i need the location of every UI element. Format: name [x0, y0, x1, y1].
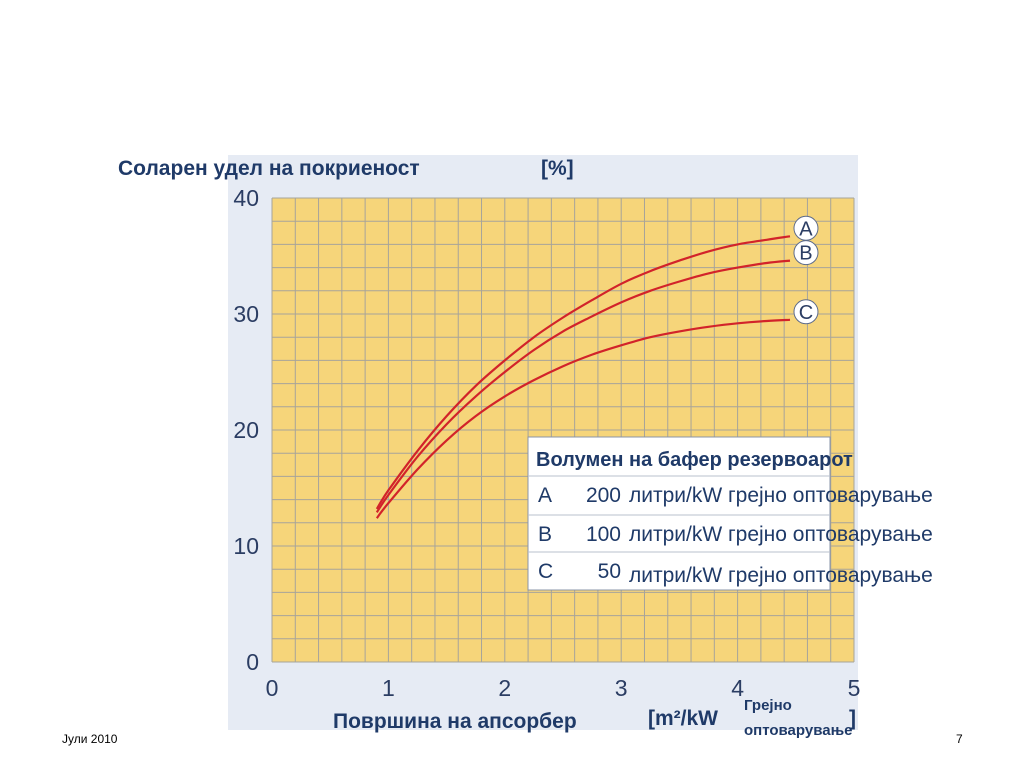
x-tick-label: 4 — [731, 675, 744, 701]
legend-key-c: C — [538, 560, 553, 583]
x-tick-label: 1 — [382, 675, 395, 701]
legend-value-b: 100 — [586, 523, 621, 546]
y-axis-title: Соларен удел на покриеност — [118, 157, 420, 180]
series-badge-c — [793, 299, 819, 325]
x-tick-label: 0 — [266, 675, 279, 701]
series-badges: AB C — [793, 215, 819, 325]
x-axis-unit-sub-2: оптоварување — [744, 722, 853, 739]
y-tick-label: 10 — [233, 533, 259, 559]
legend-table: Волумен на бафер резервоарот A 200 литри… — [527, 436, 933, 591]
x-axis-title: Површина на апсорбер — [333, 710, 577, 733]
curves — [375, 235, 791, 519]
x-tick-label: 5 — [848, 675, 861, 701]
series-line-c — [375, 318, 791, 519]
x-axis-unit-open: [m²/kW — [648, 707, 718, 730]
legend-value-c: 50 — [598, 560, 621, 583]
x-tick-label: 3 — [615, 675, 628, 701]
series-badge-label: B — [799, 243, 812, 265]
y-ticks: 0 10 20 30 40 — [233, 185, 259, 675]
x-tick-label: 2 — [498, 675, 511, 701]
footer-date: Јули 2010 — [62, 732, 118, 746]
legend-text-c: литри/kW грејно оптоварување — [629, 564, 933, 587]
legend-text-b: литри/kW грејно оптоварување — [629, 523, 933, 546]
x-ticks: 0 1 2 3 4 5 — [266, 675, 861, 701]
series-line-b — [375, 259, 791, 514]
y-tick-label: 20 — [233, 417, 259, 443]
legend-key-b: B — [538, 523, 552, 546]
y-tick-label: 0 — [246, 649, 259, 675]
legend-text-a: литри/kW грејно оптоварување — [629, 484, 933, 507]
legend-value-a: 200 — [586, 484, 621, 507]
footer-page-number: 7 — [956, 732, 963, 746]
y-tick-label: 40 — [233, 185, 259, 211]
legend-key-a: A — [538, 484, 552, 507]
x-axis-unit-close: ] — [849, 707, 856, 730]
x-axis-unit-sub-1: Грејно — [744, 697, 792, 714]
y-axis-unit: [%] — [541, 157, 574, 180]
legend-box — [527, 436, 831, 591]
series-line-a — [375, 235, 791, 510]
grid — [271, 197, 855, 663]
series-badge-b — [793, 240, 819, 266]
legend-title: Волумен на бафер резервоарот — [536, 449, 853, 471]
series-badge-label: C — [799, 302, 813, 324]
series-badge-label: A — [799, 218, 813, 240]
y-tick-label: 30 — [233, 301, 259, 327]
